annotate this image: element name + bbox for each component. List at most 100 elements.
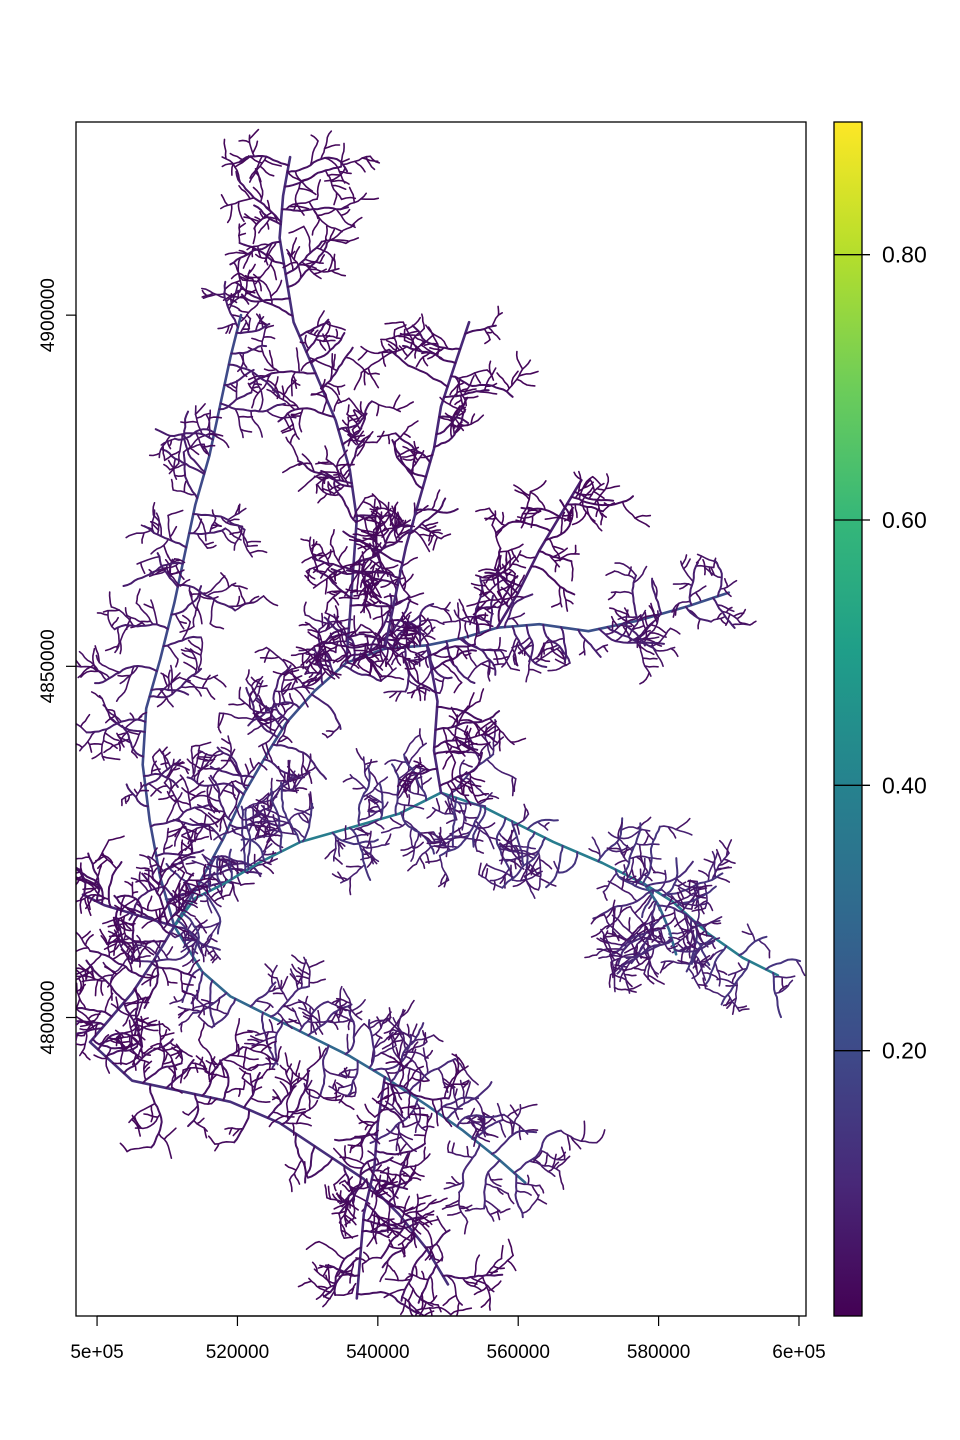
tributary — [125, 783, 149, 808]
tributary — [433, 408, 467, 448]
tributary — [622, 966, 636, 972]
tributary — [105, 1047, 112, 1074]
tributary — [384, 638, 402, 666]
tributary — [255, 1031, 278, 1037]
tributary — [150, 599, 158, 626]
tributary — [369, 805, 380, 810]
tributary — [675, 817, 691, 831]
tributary — [505, 571, 512, 577]
tributary — [285, 198, 318, 211]
tributary — [160, 746, 168, 754]
tributary — [255, 798, 272, 808]
tributary — [156, 864, 174, 894]
tributary — [182, 451, 199, 500]
tributary — [719, 617, 727, 625]
tributary — [126, 794, 130, 803]
tributary — [705, 945, 728, 985]
tributary — [212, 432, 230, 449]
tributary — [169, 525, 178, 538]
tributary — [551, 545, 564, 551]
tributary — [297, 473, 323, 492]
tributary — [193, 1119, 208, 1132]
tributary — [251, 679, 264, 704]
tributary — [374, 1033, 383, 1039]
tributary — [631, 625, 644, 631]
tributary — [304, 621, 324, 645]
tributary — [442, 1294, 457, 1307]
tributary — [625, 939, 674, 959]
tributary — [388, 1022, 399, 1035]
tributary — [262, 852, 277, 856]
tributary — [431, 1098, 439, 1127]
tributary — [764, 958, 802, 971]
tributary — [381, 351, 387, 367]
tributary — [507, 1192, 515, 1205]
tributary — [722, 1000, 733, 1007]
tributary — [135, 588, 141, 605]
tributary — [76, 873, 85, 881]
tributary — [269, 263, 278, 281]
tributary — [164, 1045, 178, 1051]
tributary — [408, 497, 447, 535]
tributary — [94, 1023, 98, 1038]
tributary — [454, 645, 468, 660]
tributary — [363, 590, 382, 605]
tributary — [408, 637, 419, 646]
tributary — [248, 818, 258, 831]
tributary — [227, 735, 232, 758]
tributary — [436, 705, 483, 722]
tributary — [655, 646, 676, 652]
tributary — [130, 877, 149, 893]
tributary — [286, 156, 349, 174]
tributary — [230, 272, 240, 280]
tributary — [309, 1007, 313, 1034]
tributary — [425, 634, 436, 640]
tributary — [268, 1018, 274, 1033]
tributary — [220, 194, 229, 207]
tributary — [478, 1136, 491, 1143]
tributary — [404, 667, 416, 670]
tributary — [384, 651, 395, 667]
tributary — [245, 313, 252, 320]
tributary — [446, 781, 455, 803]
tributary — [76, 1007, 113, 1018]
tributary — [322, 1290, 336, 1308]
tributary — [369, 598, 377, 604]
tributary — [285, 1063, 293, 1075]
tributary — [361, 776, 389, 798]
tributary — [261, 863, 275, 875]
tributary — [350, 1140, 363, 1150]
tributary — [675, 877, 699, 889]
tributary — [357, 544, 372, 550]
colorbar-tick-label: 0.20 — [882, 1038, 927, 1064]
tributary — [424, 656, 429, 669]
tributary — [463, 794, 472, 807]
tributary — [391, 630, 398, 640]
tributary — [192, 591, 201, 628]
tributary — [569, 503, 574, 524]
tributary — [469, 615, 475, 626]
tributary — [76, 856, 91, 860]
tributary — [395, 1046, 405, 1087]
tributary — [387, 1152, 409, 1205]
tributary — [158, 870, 177, 898]
tributary — [300, 261, 322, 280]
tributary — [446, 1140, 451, 1153]
tributary — [180, 970, 184, 993]
tributary — [122, 561, 184, 587]
tributary — [143, 1113, 159, 1118]
tributary — [335, 328, 339, 339]
tributary — [132, 996, 147, 1022]
tributary — [211, 997, 237, 1029]
tributary — [488, 507, 507, 527]
tributary — [485, 1257, 503, 1276]
tributary — [249, 155, 268, 183]
tributary — [361, 567, 374, 582]
tributary — [266, 829, 275, 844]
tributary — [212, 855, 262, 878]
tributary — [493, 655, 510, 660]
tributary — [131, 939, 141, 962]
tributary — [702, 558, 706, 569]
tributary — [676, 891, 686, 910]
tributary — [295, 1060, 301, 1077]
